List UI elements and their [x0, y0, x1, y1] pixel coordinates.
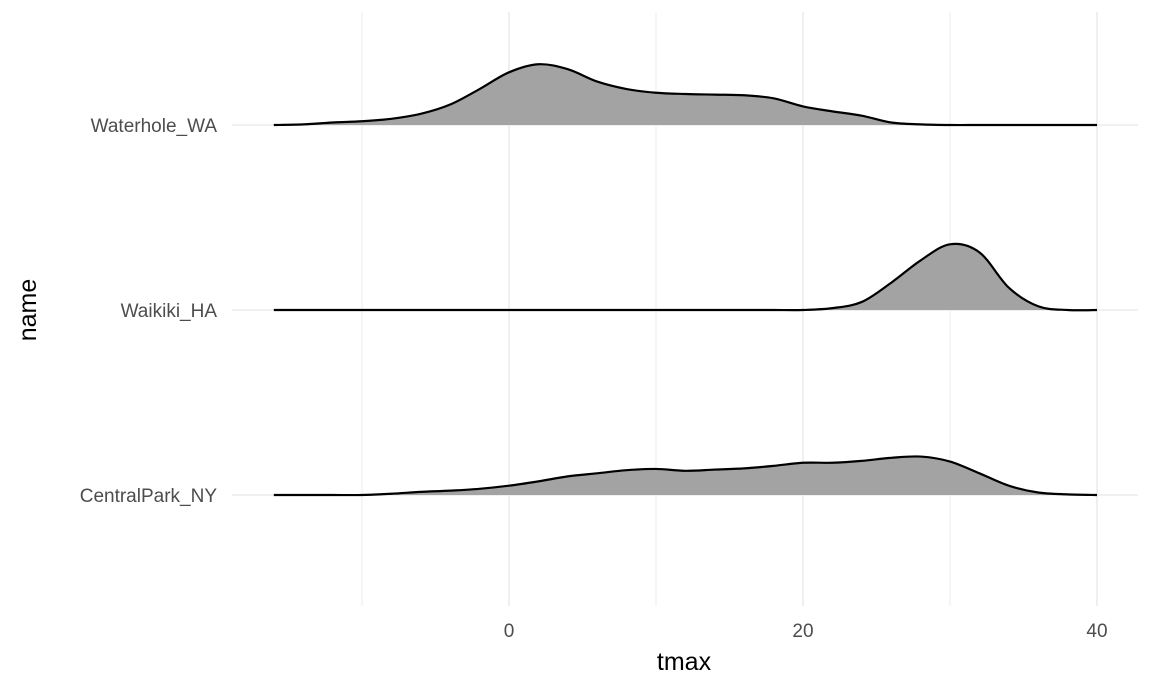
ridges	[273, 63, 1098, 497]
ridge-outline	[273, 63, 1097, 127]
ridge-area	[273, 243, 1097, 311]
ridge-Waikiki_HA	[273, 242, 1098, 312]
x-tick-label: 0	[504, 621, 515, 642]
x-tick-label: 40	[1086, 621, 1107, 642]
ridge-outline	[273, 455, 1098, 497]
ridge-Waterhole_WA	[273, 63, 1097, 127]
x-tick-label: 20	[792, 621, 813, 642]
y-axis-title: name	[14, 279, 42, 342]
y-tick-labels: Waterhole_WA Waikiki_HA CentralPark_NY	[80, 116, 218, 507]
y-tick-label: Waterhole_WA	[91, 116, 218, 137]
ridge-outline	[273, 242, 1098, 312]
x-tick-labels: 0 20 40	[504, 621, 1108, 642]
ridge-CentralPark_NY	[273, 455, 1098, 497]
y-tick-label: Waikiki_HA	[121, 301, 218, 322]
x-axis-title: tmax	[657, 648, 712, 676]
y-tick-label: CentralPark_NY	[80, 486, 218, 507]
ridge-area	[273, 456, 1097, 496]
